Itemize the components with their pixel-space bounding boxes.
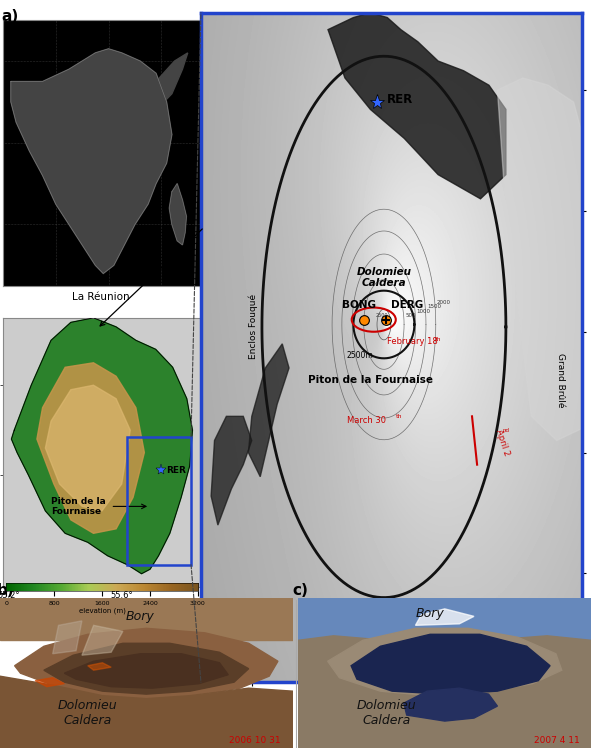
Text: Piton de la
Fournaise: Piton de la Fournaise <box>51 497 106 516</box>
Text: Grand Brûlé: Grand Brûlé <box>556 353 564 408</box>
Polygon shape <box>298 636 591 748</box>
Text: Dolomieu
Caldera: Dolomieu Caldera <box>356 699 416 727</box>
Text: March 30: March 30 <box>348 417 387 426</box>
Text: RER: RER <box>166 466 186 475</box>
Text: 1500: 1500 <box>427 304 441 309</box>
Text: 2006 10 31: 2006 10 31 <box>229 736 281 745</box>
Text: th: th <box>396 414 402 419</box>
Text: April 2: April 2 <box>494 429 511 457</box>
Polygon shape <box>404 688 498 721</box>
Polygon shape <box>498 78 582 441</box>
Polygon shape <box>15 628 278 699</box>
Polygon shape <box>0 676 293 748</box>
Text: Enclos Fouqué: Enclos Fouqué <box>249 295 258 360</box>
Text: February 18: February 18 <box>387 337 438 346</box>
Polygon shape <box>327 628 561 696</box>
Polygon shape <box>35 678 64 687</box>
Polygon shape <box>248 344 289 476</box>
Text: 1000: 1000 <box>417 308 431 313</box>
Text: 2500: 2500 <box>376 313 388 318</box>
Polygon shape <box>37 363 144 533</box>
Text: Bory: Bory <box>126 610 155 623</box>
Text: 2007 4 11: 2007 4 11 <box>534 736 579 745</box>
Text: th: th <box>435 337 441 342</box>
X-axis label: elevation (m): elevation (m) <box>79 607 125 613</box>
Text: 500: 500 <box>405 313 416 319</box>
Polygon shape <box>328 13 506 199</box>
Text: Bory: Bory <box>415 607 444 620</box>
Polygon shape <box>0 598 293 640</box>
Text: RER: RER <box>387 94 414 106</box>
Text: 2000: 2000 <box>437 300 450 305</box>
Text: nd: nd <box>502 429 509 433</box>
Text: Piton de la Fournaise: Piton de la Fournaise <box>308 375 433 385</box>
Text: 2500m: 2500m <box>347 351 374 360</box>
Polygon shape <box>46 385 130 511</box>
Polygon shape <box>44 643 249 694</box>
Polygon shape <box>64 654 228 688</box>
Bar <box>128 437 191 565</box>
Polygon shape <box>298 598 591 646</box>
Text: a): a) <box>1 9 18 24</box>
Text: La Réunion: La Réunion <box>72 292 129 301</box>
Text: b): b) <box>0 583 15 598</box>
Text: Dolomieu
Caldera: Dolomieu Caldera <box>58 699 118 727</box>
Text: DERG: DERG <box>391 300 423 310</box>
Polygon shape <box>351 634 550 694</box>
Polygon shape <box>11 49 172 274</box>
Polygon shape <box>88 663 111 670</box>
Polygon shape <box>53 621 82 654</box>
Text: BONG: BONG <box>342 300 375 310</box>
Polygon shape <box>169 183 186 245</box>
Polygon shape <box>415 609 474 625</box>
Polygon shape <box>82 625 123 655</box>
Polygon shape <box>140 53 188 118</box>
Polygon shape <box>211 417 252 525</box>
Text: c): c) <box>293 583 309 598</box>
Text: Dolomieu
Caldera: Dolomieu Caldera <box>356 266 411 288</box>
Polygon shape <box>11 318 193 574</box>
